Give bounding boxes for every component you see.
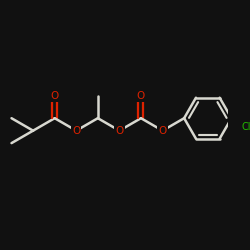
Text: O: O: [115, 126, 124, 136]
Text: O: O: [158, 126, 167, 136]
Text: O: O: [137, 91, 145, 101]
Text: O: O: [72, 126, 80, 136]
Text: O: O: [50, 91, 59, 101]
Text: Cl: Cl: [242, 122, 250, 132]
